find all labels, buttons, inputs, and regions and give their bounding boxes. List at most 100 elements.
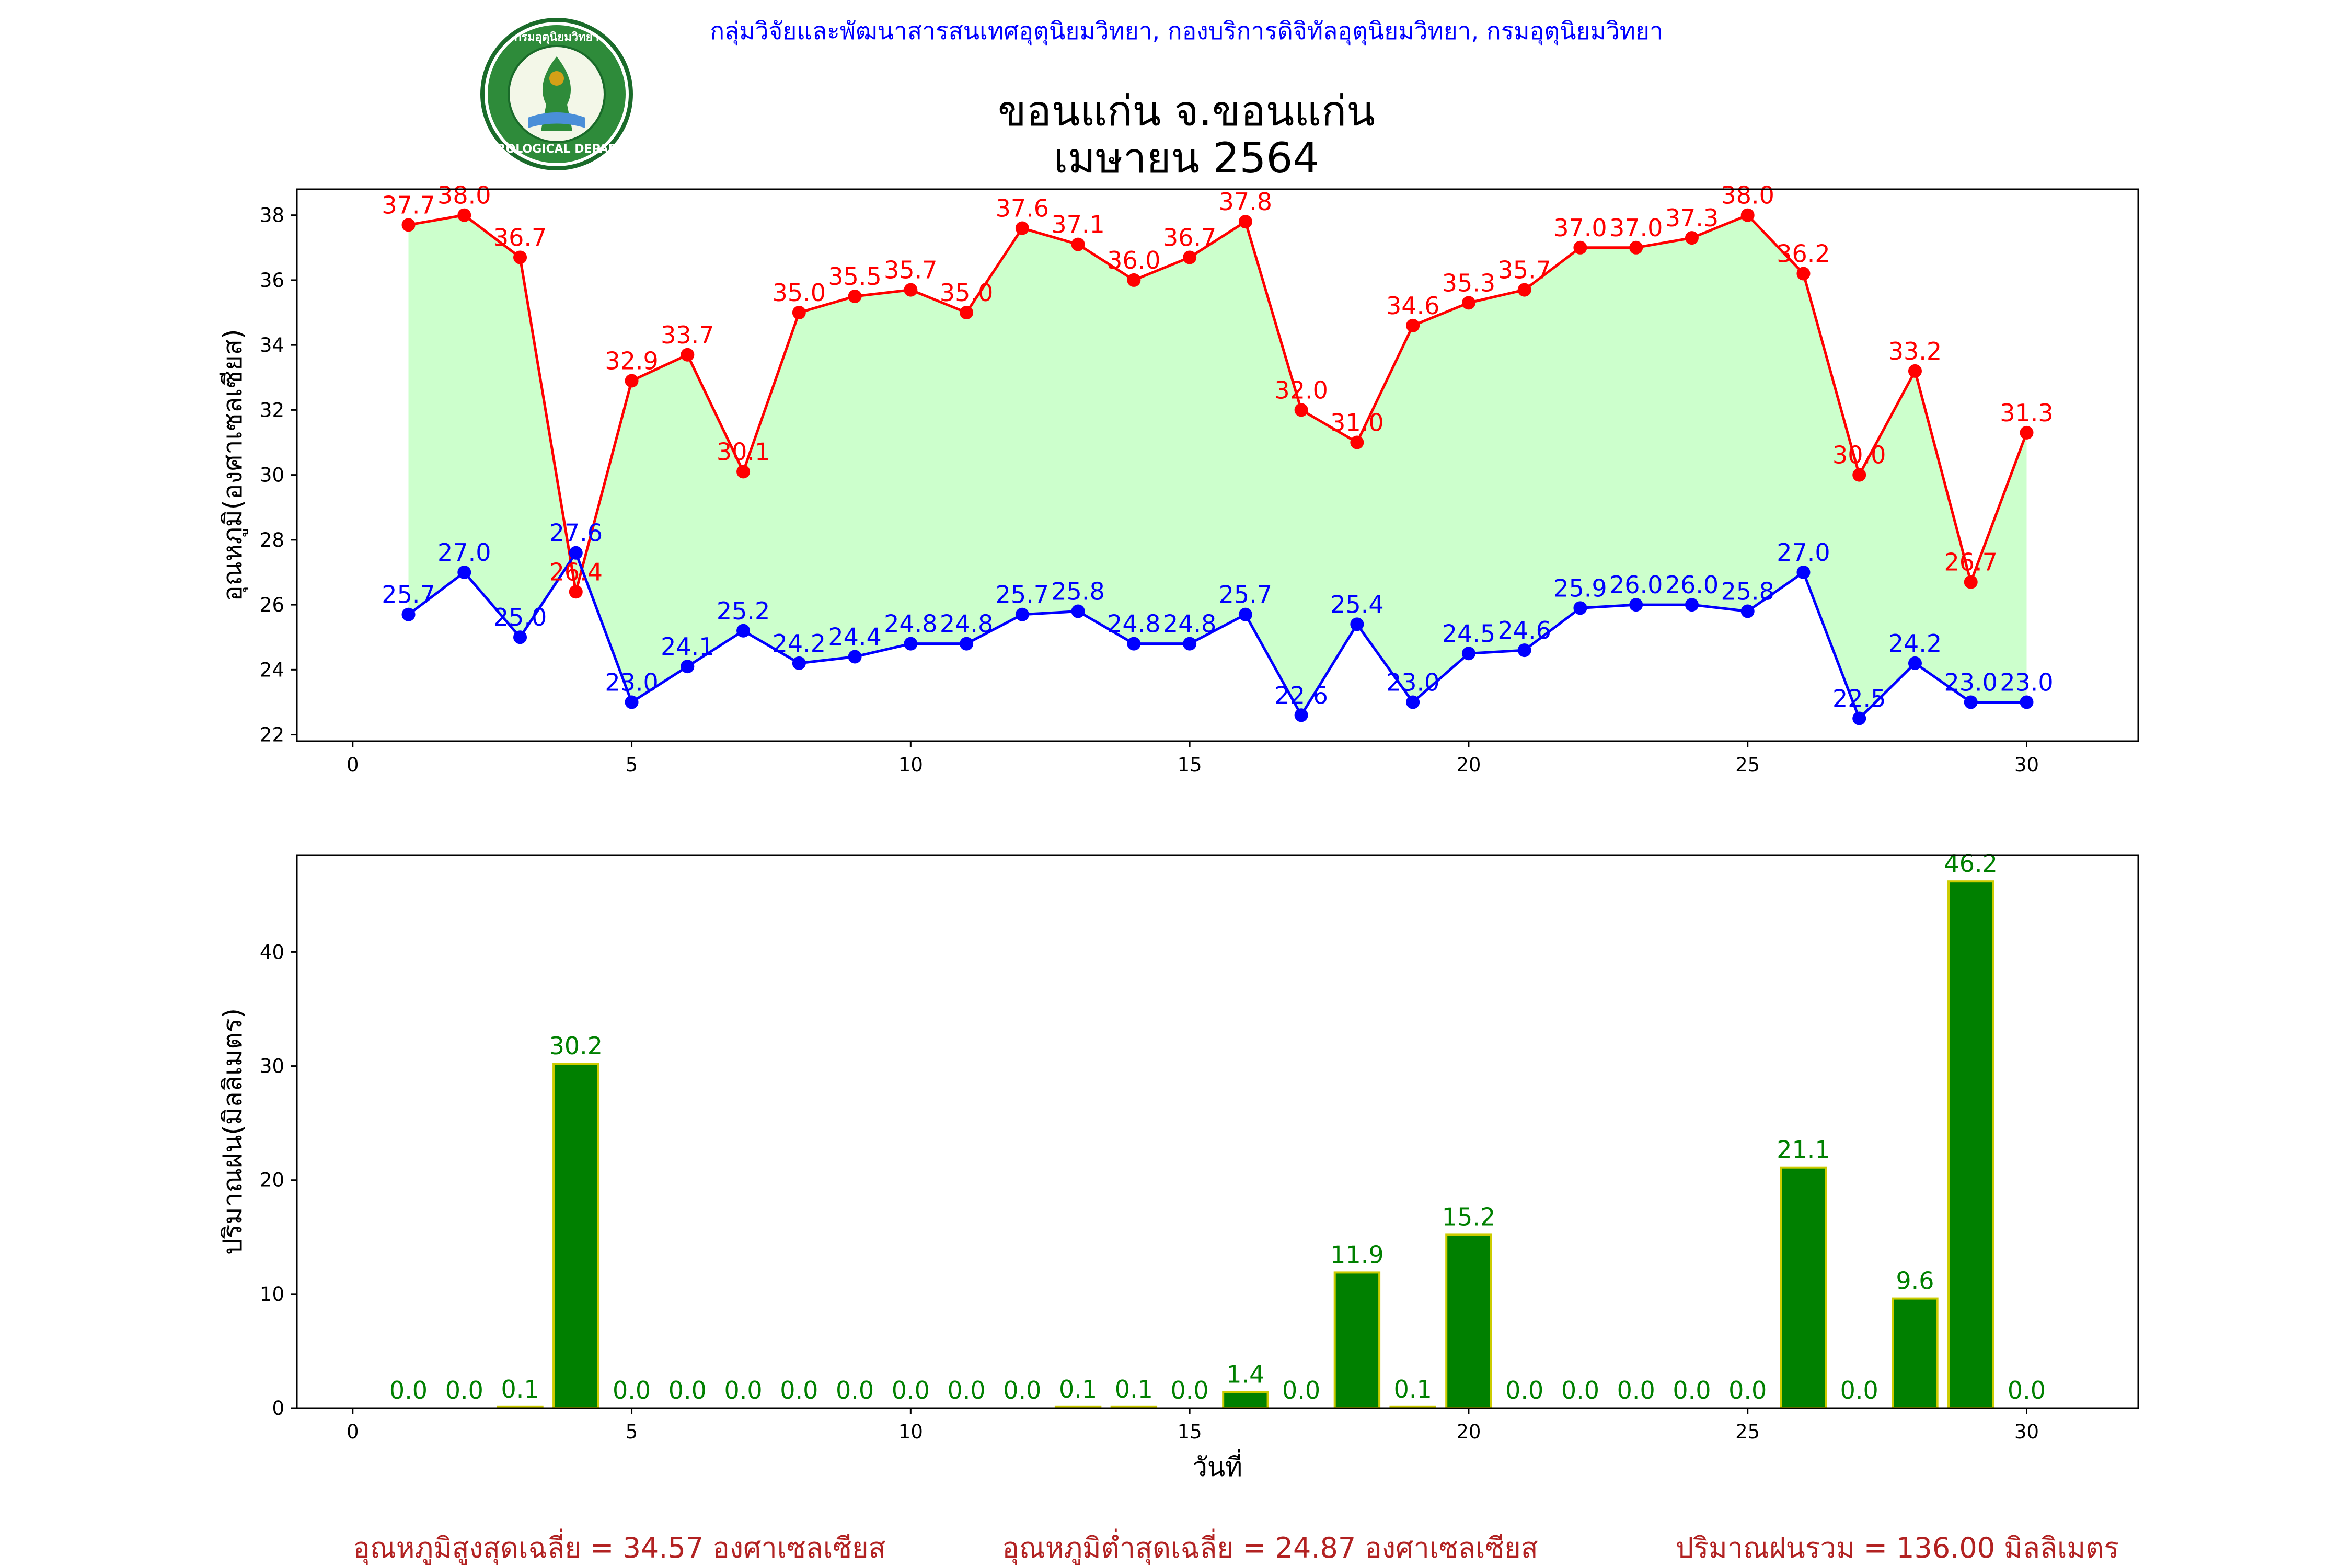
max-temperature-point <box>1964 575 1978 589</box>
max-temperature-point <box>736 465 751 479</box>
max-temperature-label: 35.7 <box>884 256 937 284</box>
chart-title-line1: ขอนแก่น จ.ขอนแก่น <box>998 87 1375 135</box>
min-temperature-point <box>1573 601 1587 615</box>
max-temperature-label: 37.8 <box>1219 188 1272 216</box>
rainfall-bar-label: 0.0 <box>445 1376 483 1404</box>
min-temperature-point <box>1461 647 1475 661</box>
max-temperature-label: 30.0 <box>1832 441 1886 469</box>
min-temperature-label: 25.8 <box>1051 578 1104 606</box>
rainfall-bar-label: 0.1 <box>1115 1375 1153 1403</box>
min-temperature-point <box>569 546 583 560</box>
max-temperature-label: 32.9 <box>605 347 658 375</box>
min-temperature-point <box>1964 695 1978 709</box>
max-temperature-point <box>1573 240 1587 255</box>
temperature-y-axis-title: อุณหภูมิ(องศาเซลเซียส) <box>217 329 248 601</box>
min-temperature-point <box>1071 604 1085 618</box>
max-temperature-point <box>1629 240 1643 255</box>
rainfall-bar-label: 0.0 <box>1561 1376 1599 1404</box>
max-temperature-point <box>1127 273 1141 287</box>
min-temperature-label: 24.8 <box>1163 610 1216 638</box>
min-temperature-label: 25.9 <box>1553 574 1607 602</box>
temperature-y-tick-label: 26 <box>260 594 284 616</box>
temperature-y-tick-label: 24 <box>260 659 284 681</box>
min-temperature-point <box>1350 617 1364 631</box>
temperature-y-tick-label: 36 <box>260 269 284 292</box>
rainfall-bar-label: 0.1 <box>1059 1375 1097 1403</box>
max-temperature-label: 35.7 <box>1497 256 1551 284</box>
min-temperature-point <box>848 650 862 664</box>
max-temperature-point <box>792 306 806 320</box>
min-temperature-label: 24.8 <box>884 610 937 638</box>
min-temperature-point <box>1852 711 1866 725</box>
temperature-range-fill <box>408 215 2027 719</box>
min-temperature-label: 27.0 <box>437 538 491 567</box>
min-temperature-label: 24.5 <box>1442 619 1495 648</box>
max-temperature-point <box>1071 237 1085 251</box>
max-temperature-point <box>569 585 583 599</box>
max-temperature-label: 33.7 <box>661 321 714 349</box>
min-temperature-point <box>457 565 471 579</box>
rainfall-bar-label: 30.2 <box>549 1032 603 1060</box>
max-temperature-label: 38.0 <box>1721 181 1774 210</box>
rainfall-bar-label: 0.0 <box>389 1376 428 1404</box>
temperature-x-tick-label: 25 <box>1735 754 1760 776</box>
min-temperature-point <box>1015 607 1029 621</box>
min-temperature-label: 25.2 <box>717 597 770 625</box>
max-temperature-point <box>1294 403 1308 417</box>
min-temperature-label: 24.1 <box>661 632 714 661</box>
min-temperature-point <box>1796 565 1811 579</box>
temperature-y-tick-label: 28 <box>260 529 284 551</box>
min-temperature-point <box>1406 695 1420 709</box>
rainfall-y-tick-label: 40 <box>260 941 284 963</box>
rainfall-bar-label: 0.0 <box>1003 1376 1041 1404</box>
max-temperature-point <box>1740 208 1755 222</box>
min-temperature-label: 25.7 <box>1219 581 1272 609</box>
max-temperature-label: 32.0 <box>1274 376 1328 404</box>
rainfall-bar-label: 0.0 <box>1617 1376 1655 1404</box>
temperature-x-tick-label: 5 <box>626 754 638 776</box>
rainfall-bar-label: 0.1 <box>1394 1375 1432 1403</box>
temperature-x-tick-label: 20 <box>1456 754 1481 776</box>
max-temperature-line <box>408 213 2028 592</box>
max-temperature-label: 36.7 <box>1163 223 1216 251</box>
max-temperature-point <box>625 374 639 388</box>
max-temperature-label: 37.7 <box>382 191 435 219</box>
min-temperature-point <box>1183 637 1197 651</box>
max-temperature-point <box>1015 221 1029 235</box>
min-temperature-label: 26.0 <box>1609 571 1663 599</box>
rainfall-bar-label: 11.9 <box>1330 1240 1383 1269</box>
temperature-x-tick-label: 30 <box>2014 754 2039 776</box>
max-temperature-point <box>904 283 918 297</box>
rainfall-bar-label: 0.0 <box>1282 1376 1320 1404</box>
min-temperature-label: 23.0 <box>1944 668 1998 696</box>
rainfall-bar-label: 0.0 <box>724 1376 762 1404</box>
summary-avg-min: อุณหภูมิต่ำสุดเฉลี่ย = 24.87 องศาเซลเซีย… <box>1002 1528 1538 1565</box>
max-temperature-label: 26.4 <box>549 558 603 586</box>
max-temperature-point <box>1852 468 1866 482</box>
rainfall-y-axis-title: ปริมาณฝน(มิลลิเมตร) <box>217 1008 248 1255</box>
min-temperature-label: 25.0 <box>493 603 547 631</box>
rainfall-bar-label: 0.0 <box>948 1376 986 1404</box>
max-temperature-label: 36.7 <box>493 223 547 251</box>
temperature-x-tick-label: 15 <box>1178 754 1202 776</box>
rainfall-bar-label: 0.0 <box>1728 1376 1767 1404</box>
max-temperature-point <box>1350 435 1364 449</box>
min-temperature-label: 23.0 <box>2000 668 2053 696</box>
min-temperature-label: 24.8 <box>1107 610 1160 638</box>
temperature-y-tick-label: 38 <box>260 204 284 227</box>
min-temperature-point <box>960 637 974 651</box>
rainfall-bar <box>1892 1297 1939 1410</box>
max-temperature-label: 31.0 <box>1330 409 1383 437</box>
summary-total-rain: ปริมาณฝนรวม = 136.00 มิลลิเมตร <box>1676 1531 2119 1564</box>
min-temperature-label: 23.0 <box>605 668 658 696</box>
agency-header: กลุ่มวิจัยและพัฒนาสารสนเทศอุตุนิยมวิทยา,… <box>710 17 1663 46</box>
max-temperature-label: 38.0 <box>437 181 491 210</box>
rainfall-bar-label: 0.0 <box>613 1376 651 1404</box>
max-temperature-point <box>848 289 862 303</box>
max-temperature-point <box>1796 267 1811 281</box>
rainfall-bar-label: 0.0 <box>780 1376 818 1404</box>
rainfall-y-tick-label: 20 <box>260 1169 284 1192</box>
min-temperature-point <box>401 607 416 621</box>
min-temperature-point <box>736 624 751 638</box>
rainfall-plot-frame <box>296 854 2139 1409</box>
